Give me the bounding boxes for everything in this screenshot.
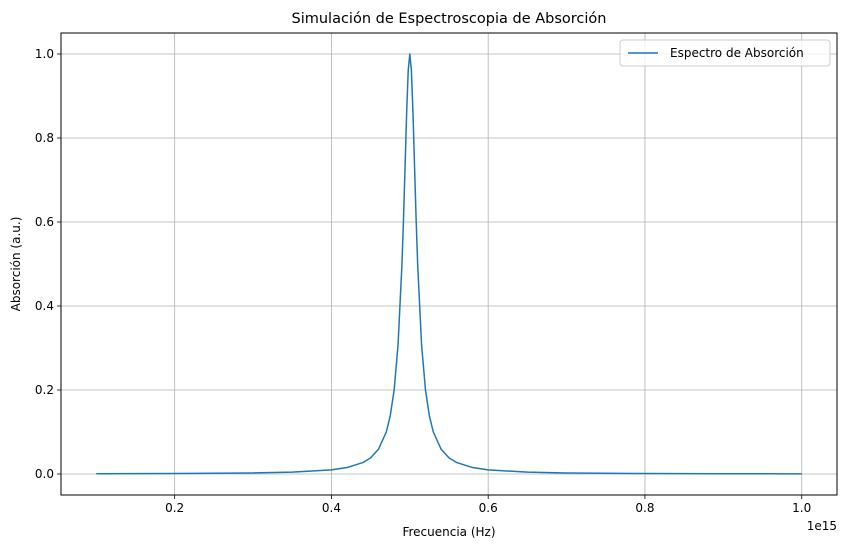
y-axis-label: Absorción (a.u.) (9, 217, 23, 312)
y-axis-ticks: 0.0 0.2 0.4 0.6 0.8 1.0 (35, 47, 61, 481)
y-tick-label: 1.0 (35, 47, 54, 61)
series-layer (96, 53, 802, 475)
y-tick-label: 0.8 (35, 131, 54, 145)
y-tick-label: 0.4 (35, 299, 54, 313)
x-axis-offset-label: 1e15 (807, 519, 837, 533)
x-axis-ticks: 0.2 0.4 0.6 0.8 1.0 (165, 495, 811, 515)
y-tick-label: 0.0 (35, 467, 54, 481)
y-tick-label: 0.6 (35, 215, 54, 229)
plot-area-frame (60, 32, 838, 496)
y-tick-label: 0.2 (35, 383, 54, 397)
x-tick-label: 0.4 (322, 501, 341, 515)
x-tick-label: 0.6 (479, 501, 498, 515)
legend-entry-label: Espectro de Absorción (670, 46, 804, 60)
x-tick-label: 0.8 (635, 501, 654, 515)
chart-title: Simulación de Espectroscopia de Absorció… (292, 11, 607, 27)
legend: Espectro de Absorción (619, 39, 831, 67)
legend-box (619, 39, 831, 67)
x-axis-label: Frecuencia (Hz) (402, 525, 495, 539)
series-line-absorption (96, 53, 802, 475)
x-tick-label: 1.0 (792, 501, 811, 515)
x-tick-label: 0.2 (165, 501, 184, 515)
